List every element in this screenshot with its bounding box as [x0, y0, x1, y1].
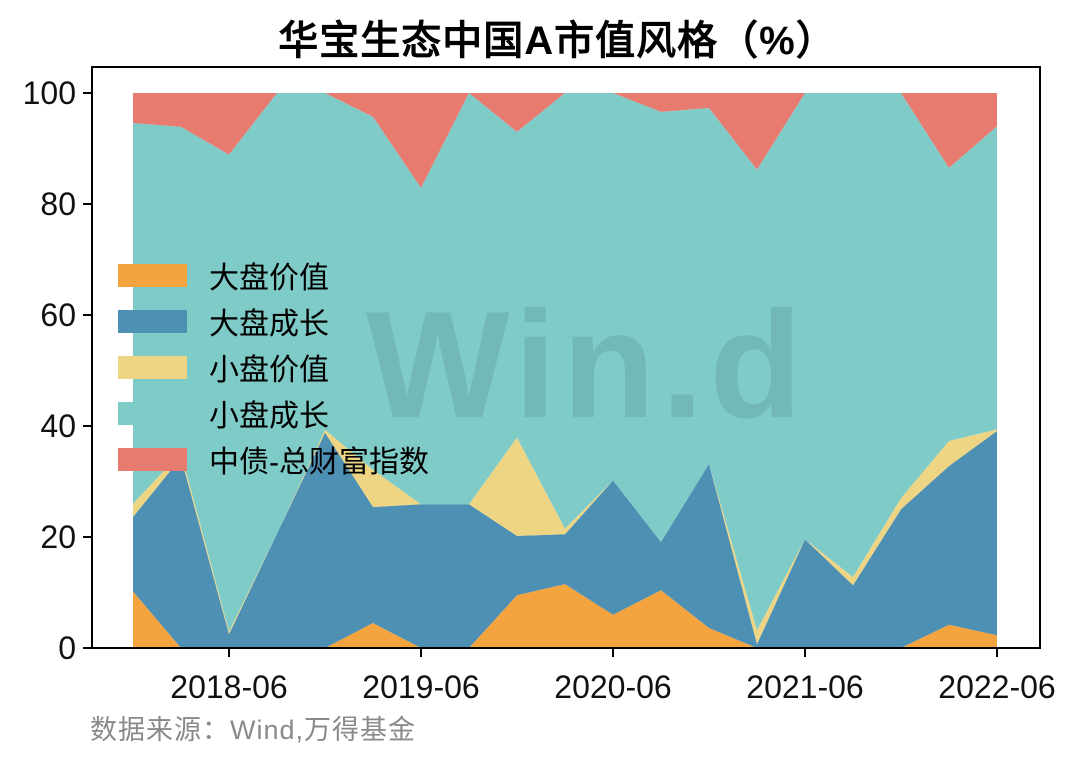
area-小盘成长	[133, 93, 997, 632]
legend-item-大盘成长: 大盘成长	[118, 298, 429, 344]
legend-swatch	[118, 447, 187, 471]
area-大盘成长	[133, 430, 997, 648]
y-tick-label: 60	[40, 297, 76, 333]
legend-label: 小盘成长	[209, 400, 329, 433]
legend-label: 大盘成长	[209, 308, 329, 341]
x-tick-label: 2022-06	[938, 669, 1055, 705]
data-source-note: 数据来源：Wind,万得基金	[90, 715, 417, 745]
legend-item-小盘成长: 小盘成长	[118, 390, 429, 436]
legend-swatch	[118, 401, 187, 425]
legend-item-中债-总财富指数: 中债-总财富指数	[118, 436, 429, 482]
y-tick-label: 100	[23, 75, 76, 111]
legend-label: 小盘价值	[209, 354, 329, 387]
legend-item-大盘价值: 大盘价值	[118, 252, 429, 298]
legend-swatch	[118, 263, 187, 287]
area-大盘价值	[133, 584, 997, 648]
x-tick-label: 2020-06	[554, 669, 671, 705]
axes-frame	[91, 66, 1041, 649]
legend-label: 中债-总财富指数	[209, 446, 429, 479]
x-tick-label: 2021-06	[746, 669, 863, 705]
area-小盘价值	[133, 429, 997, 645]
x-tick-label: 2019-06	[362, 669, 479, 705]
y-tick-label: 20	[40, 519, 76, 555]
y-tick-label: 80	[40, 186, 76, 222]
y-tick-label: 40	[40, 408, 76, 444]
legend-label: 大盘价值	[209, 262, 329, 295]
area-中债-总财富指数	[133, 93, 997, 188]
x-tick-label: 2018-06	[170, 669, 287, 705]
y-tick-label: 0	[58, 630, 76, 666]
legend: 大盘价值大盘成长小盘价值小盘成长中债-总财富指数	[118, 252, 429, 482]
legend-item-小盘价值: 小盘价值	[118, 344, 429, 390]
chart-title: 华宝生态中国A市值风格（%）	[278, 19, 837, 63]
wind-watermark: Win.d	[366, 280, 809, 450]
legend-swatch	[118, 355, 187, 379]
legend-swatch	[118, 309, 187, 333]
